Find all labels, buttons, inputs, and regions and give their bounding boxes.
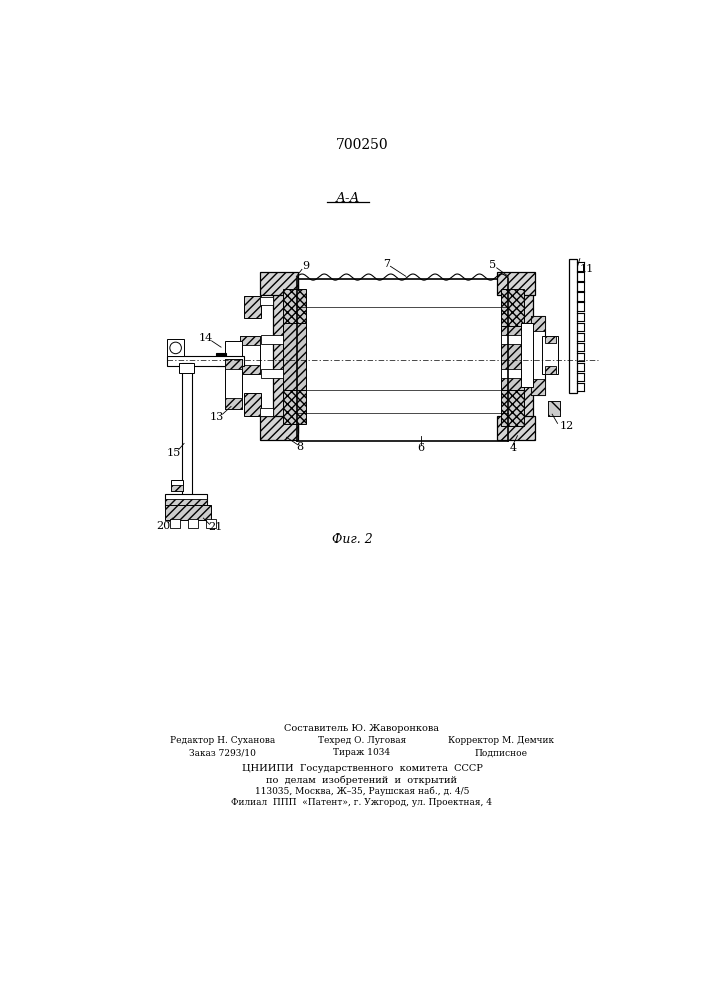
Bar bbox=[225, 398, 242, 409]
Text: Тираж 1034: Тираж 1034 bbox=[334, 748, 390, 757]
Bar bbox=[532, 316, 545, 331]
Bar bbox=[532, 316, 545, 395]
Bar bbox=[569, 259, 577, 393]
Bar bbox=[532, 379, 545, 395]
Bar bbox=[240, 365, 259, 374]
Bar bbox=[225, 359, 242, 409]
Text: Составитель Ю. Жаворонкова: Составитель Ю. Жаворонкова bbox=[284, 724, 440, 733]
Bar bbox=[244, 393, 261, 416]
Text: Техред О. Луговая: Техред О. Луговая bbox=[318, 736, 406, 745]
Bar bbox=[521, 323, 533, 387]
Bar bbox=[167, 339, 184, 356]
Bar bbox=[542, 336, 558, 374]
Text: 113035, Москва, Ж–35, Раушская наб., д. 4/5: 113035, Москва, Ж–35, Раушская наб., д. … bbox=[255, 787, 469, 796]
Bar bbox=[545, 366, 556, 374]
Text: Фиг. 2: Фиг. 2 bbox=[332, 533, 373, 546]
Bar bbox=[497, 272, 535, 295]
Bar bbox=[501, 326, 524, 390]
Bar bbox=[165, 499, 207, 507]
Text: по  делам  изобретений  и  открытий: по делам изобретений и открытий bbox=[267, 775, 457, 785]
Bar bbox=[182, 363, 192, 497]
Bar bbox=[261, 369, 283, 378]
Bar bbox=[165, 494, 207, 507]
Bar bbox=[240, 336, 259, 374]
Bar bbox=[171, 485, 182, 491]
Bar bbox=[225, 359, 242, 369]
Bar bbox=[549, 401, 560, 416]
Text: 9: 9 bbox=[302, 261, 309, 271]
Bar bbox=[296, 279, 508, 441]
Text: 6: 6 bbox=[418, 443, 425, 453]
Bar bbox=[179, 363, 194, 373]
Bar bbox=[225, 341, 242, 370]
Bar bbox=[259, 297, 274, 305]
Bar bbox=[171, 480, 182, 491]
Bar bbox=[244, 296, 261, 318]
Text: 20: 20 bbox=[156, 521, 170, 531]
Text: Заказ 7293/10: Заказ 7293/10 bbox=[189, 748, 256, 757]
Text: Филиал  ППП  «Патент», г. Ужгород, ул. Проектная, 4: Филиал ППП «Патент», г. Ужгород, ул. Про… bbox=[231, 798, 493, 807]
Bar bbox=[206, 519, 216, 528]
Bar bbox=[501, 390, 524, 426]
Text: Корректор М. Демчик: Корректор М. Демчик bbox=[448, 736, 554, 745]
Text: ЦНИИПИ  Государственного  комитета  СССР: ЦНИИПИ Государственного комитета СССР bbox=[242, 764, 482, 773]
Text: 15: 15 bbox=[166, 448, 180, 458]
Text: 14: 14 bbox=[199, 333, 213, 343]
Text: 8: 8 bbox=[296, 442, 303, 452]
Bar bbox=[501, 335, 522, 344]
Bar bbox=[259, 408, 274, 416]
Text: Подписное: Подписное bbox=[475, 748, 528, 757]
Bar bbox=[167, 356, 244, 366]
Bar bbox=[188, 519, 198, 528]
Bar bbox=[261, 335, 283, 344]
Bar bbox=[545, 336, 556, 343]
Text: 13: 13 bbox=[210, 412, 224, 422]
Bar bbox=[508, 279, 533, 433]
Text: 12: 12 bbox=[560, 421, 574, 431]
Bar bbox=[259, 416, 298, 440]
Text: 4: 4 bbox=[509, 443, 516, 453]
Text: А-А: А-А bbox=[336, 192, 361, 205]
Bar bbox=[165, 505, 211, 520]
Bar bbox=[501, 369, 522, 378]
Text: Редактор Н. Суханова: Редактор Н. Суханова bbox=[170, 736, 275, 745]
Bar bbox=[283, 389, 305, 424]
Bar bbox=[283, 289, 305, 323]
Bar bbox=[259, 272, 298, 295]
Bar bbox=[501, 289, 524, 326]
Bar bbox=[170, 519, 180, 528]
Text: 7: 7 bbox=[383, 259, 390, 269]
Bar bbox=[497, 416, 535, 440]
Bar bbox=[240, 336, 259, 345]
Text: 21: 21 bbox=[208, 522, 222, 532]
Text: 700250: 700250 bbox=[336, 138, 388, 152]
Text: 11: 11 bbox=[580, 264, 594, 274]
Bar bbox=[549, 401, 560, 416]
Bar bbox=[216, 353, 226, 366]
Bar bbox=[283, 323, 305, 389]
Bar bbox=[274, 279, 298, 433]
Text: 5: 5 bbox=[489, 260, 496, 270]
